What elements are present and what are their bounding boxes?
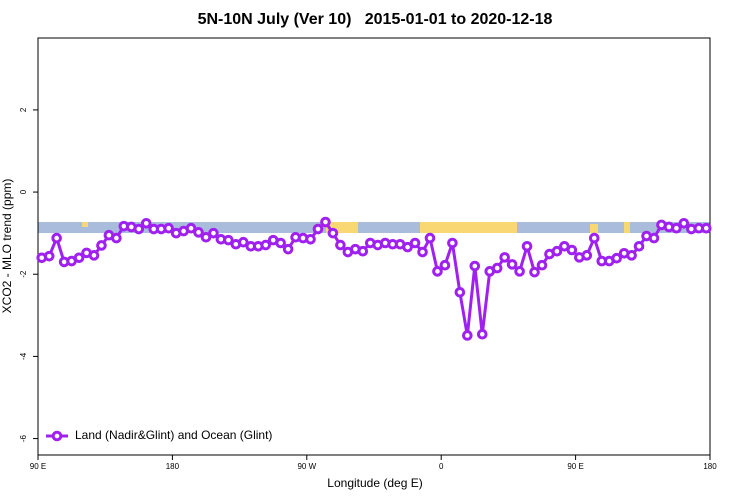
point bbox=[447, 237, 458, 249]
point bbox=[566, 244, 578, 256]
point bbox=[678, 217, 690, 229]
point bbox=[305, 234, 316, 245]
series-line bbox=[41, 219, 707, 336]
x-tick-label: 90 E bbox=[30, 462, 46, 471]
point bbox=[588, 232, 600, 244]
point bbox=[357, 245, 369, 257]
point bbox=[193, 227, 204, 238]
point bbox=[417, 246, 428, 258]
chart-title: 5N-10N July (Ver 10) 2015-01-01 to 2020-… bbox=[198, 11, 553, 28]
point bbox=[648, 232, 660, 244]
point bbox=[312, 223, 324, 235]
point bbox=[409, 237, 421, 249]
legend-label: Land (Nadir&Glint) and Ocean (Glint) bbox=[75, 428, 272, 442]
point bbox=[432, 266, 443, 277]
point bbox=[320, 216, 331, 228]
point bbox=[536, 259, 548, 271]
y-tick-label: -2 bbox=[19, 270, 28, 278]
y-tick-label: -4 bbox=[19, 352, 28, 360]
x-tick-label: 90 E bbox=[567, 462, 583, 471]
y-tick-label: -6 bbox=[19, 434, 28, 442]
point bbox=[282, 243, 294, 255]
x-tick-label: 0 bbox=[439, 462, 444, 471]
point bbox=[43, 250, 55, 262]
point bbox=[163, 222, 174, 234]
x-tick-label: 180 bbox=[703, 462, 717, 471]
point bbox=[223, 234, 234, 246]
x-tick-label: 180 bbox=[166, 462, 180, 471]
point bbox=[424, 232, 436, 244]
point bbox=[260, 239, 272, 251]
point bbox=[140, 217, 152, 229]
point bbox=[208, 227, 219, 239]
land-ocean-strip bbox=[38, 222, 710, 233]
y-axis-label: XCO2 - MLO trend (ppm) bbox=[0, 179, 14, 314]
point bbox=[327, 227, 339, 239]
point bbox=[96, 240, 107, 251]
point bbox=[200, 231, 212, 243]
x-axis-label: Longitude (deg E) bbox=[327, 476, 422, 490]
point bbox=[238, 236, 249, 248]
point bbox=[133, 223, 145, 235]
point bbox=[551, 245, 563, 257]
point bbox=[626, 250, 637, 261]
point bbox=[88, 250, 100, 261]
point bbox=[111, 232, 122, 244]
point bbox=[499, 252, 510, 263]
point bbox=[514, 266, 525, 277]
x-tick-label: 90 W bbox=[297, 462, 316, 471]
y-tick-label: 2 bbox=[19, 107, 28, 112]
point bbox=[462, 330, 473, 341]
point bbox=[671, 222, 682, 234]
point bbox=[439, 259, 451, 271]
plot-frame bbox=[37, 37, 711, 456]
point bbox=[491, 262, 503, 274]
point bbox=[611, 252, 622, 264]
point bbox=[529, 266, 540, 278]
point bbox=[476, 328, 488, 340]
point bbox=[335, 239, 346, 251]
point bbox=[700, 222, 712, 234]
point bbox=[454, 287, 466, 298]
y-tick-label: 0 bbox=[19, 189, 28, 194]
point bbox=[51, 232, 62, 244]
point bbox=[633, 240, 645, 252]
point bbox=[521, 240, 533, 252]
point bbox=[275, 237, 286, 249]
point bbox=[469, 260, 481, 272]
point bbox=[73, 252, 85, 264]
point bbox=[402, 241, 413, 253]
point bbox=[185, 222, 197, 234]
legend-swatch bbox=[51, 430, 63, 442]
point bbox=[506, 259, 518, 270]
point bbox=[581, 250, 593, 261]
